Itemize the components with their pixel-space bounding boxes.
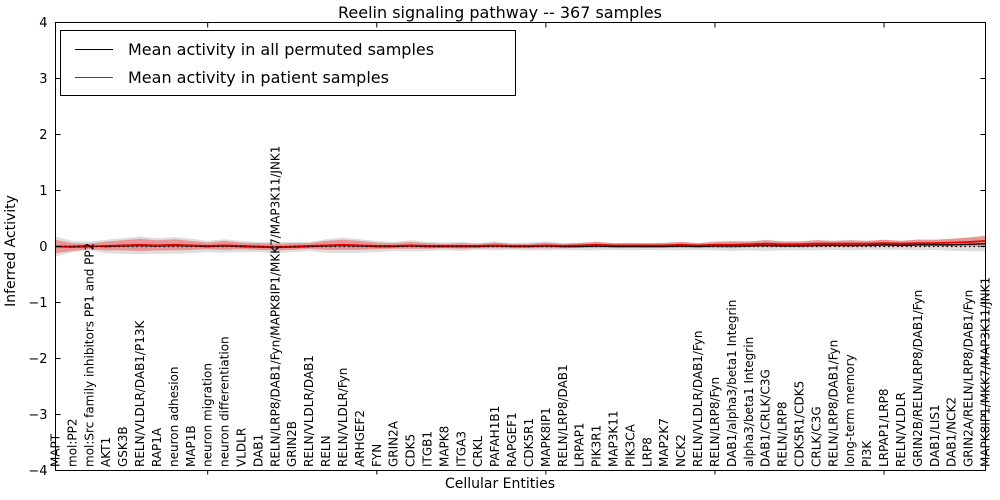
x-category-label: MAP3K11	[607, 410, 621, 467]
x-category-label: CRKL	[471, 435, 485, 467]
x-category-label: RELN/VLDLR/Fyn	[336, 368, 350, 467]
patient-band	[55, 235, 986, 254]
y-tick-label: 4	[39, 16, 47, 31]
x-category-label: RELN/LRP8/Fyn	[708, 377, 722, 467]
x-category-label: VLDLR	[235, 428, 249, 467]
x-category-label: DAB1/alpha3/beta1 Integrin	[725, 300, 739, 467]
x-category-label: RELN/VLDLR/DAB1	[302, 355, 316, 467]
x-category-label: CDK5	[404, 434, 418, 467]
x-category-label: ITGB1	[421, 431, 435, 467]
x-category-label: GRIN2B/RELN/LRP8/DAB1/Fyn	[911, 290, 925, 467]
x-axis-label: Cellular Entities	[444, 476, 556, 492]
y-axis-label: Inferred Activity	[3, 195, 19, 307]
x-category-label: PAFAH1B1	[488, 406, 502, 467]
x-category-label: LRP8	[640, 437, 654, 467]
x-category-label: GRIN2A	[387, 420, 401, 467]
y-tick-label: 0	[39, 240, 47, 255]
x-category-label: GSK3B	[116, 426, 130, 467]
y-tick-label: −4	[28, 464, 47, 479]
x-category-label: CDK5R1	[522, 418, 536, 467]
legend-line-patient-icon	[75, 76, 113, 78]
x-category-label: MAPK8	[437, 426, 451, 467]
y-tick-label: 3	[39, 72, 47, 87]
x-category-label: NCK2	[674, 434, 688, 467]
x-category-label: RELN	[319, 435, 333, 467]
y-tick-label: 2	[39, 128, 47, 143]
x-category-label: LRPAP1	[573, 422, 587, 467]
x-category-label: RELN/LRP8	[776, 401, 790, 467]
y-tick-label: 1	[39, 184, 47, 199]
axes-frame-and-ticks	[55, 22, 986, 475]
x-category-label: GRIN2B	[285, 421, 299, 467]
x-category-label: PI3K	[860, 440, 874, 467]
legend-label-permuted: Mean activity in all permuted samples	[128, 39, 435, 59]
x-category-label: LRPAP1/LRP8	[877, 388, 891, 467]
x-category-label: long-term memory	[843, 354, 857, 467]
x-category-label: neuron differentiation	[218, 336, 232, 467]
x-category-label: DAB1/LIS1	[928, 404, 942, 467]
x-category-label: MAP1B	[184, 425, 198, 467]
figure-title: Reelin signaling pathway -- 367 samples	[338, 3, 662, 22]
legend-entry-permuted: Mean activity in all permuted samples	[61, 35, 515, 63]
x-category-label: CDK5R1/CDK5	[793, 381, 807, 467]
x-category-labels: MAPT mol:PP2 mol:Src family inhibitors PP1…	[49, 146, 993, 467]
x-category-label: RELN/VLDLR/DAB1/Fyn	[691, 331, 705, 467]
legend-label-patient: Mean activity in patient samples	[128, 67, 389, 87]
x-category-label: neuron migration	[201, 363, 215, 467]
x-category-label: DAB1/NCK2	[945, 397, 959, 467]
x-category-label: RAP1A	[150, 427, 164, 467]
y-tick-labels: 4 3 2 1 0 −1 −2 −3 −4	[28, 16, 47, 479]
x-category-label: neuron adhesion	[167, 366, 181, 467]
x-category-label: GRIN2A/RELN/LRP8/DAB1/Fyn	[962, 290, 976, 467]
legend: Mean activity in all permuted samples Me…	[60, 30, 516, 96]
y-tick-label: −3	[28, 408, 47, 423]
legend-entry-patient: Mean activity in patient samples	[61, 63, 515, 91]
x-category-label: mol:Src family inhibitors PP1 and PP2	[82, 243, 96, 467]
x-category-label: PIK3R1	[590, 425, 604, 467]
x-category-label: RELN/VLDLR	[894, 392, 908, 467]
x-category-label: DAB1	[251, 434, 265, 467]
x-category-label: RAPGEF1	[505, 412, 519, 467]
x-category-label: mol:PP2	[65, 418, 79, 467]
y-tick-label: −1	[28, 296, 47, 311]
x-category-label: FYN	[370, 444, 384, 467]
x-category-label: RELN/LRP8/DAB1/Fyn	[826, 340, 840, 467]
x-category-label: AKT1	[99, 437, 113, 467]
x-category-label: MAPK8IP1	[539, 407, 553, 467]
x-category-label: RELN/VLDLR/DAB1/P13K	[133, 320, 147, 467]
x-category-label: alpha3/beta1 Integrin	[742, 337, 756, 467]
y-tick-label: −2	[28, 352, 47, 367]
x-category-label: CRLK/C3G	[809, 406, 823, 467]
legend-line-permuted-icon	[75, 48, 113, 50]
x-category-label: ITGA3	[454, 431, 468, 467]
x-category-label: PIK3CA	[623, 423, 637, 467]
x-category-label: RELN/LRP8/DAB1/Fyn/MAPK8IP1/MKK7/MAP3K11…	[268, 146, 282, 467]
x-category-label: DAB1/CRLK/C3G	[759, 369, 773, 467]
x-category-label: ARHGEF2	[353, 410, 367, 467]
x-category-label: MAP2K7	[657, 418, 671, 467]
x-category-label: RELN/LRP8/DAB1	[556, 364, 570, 467]
